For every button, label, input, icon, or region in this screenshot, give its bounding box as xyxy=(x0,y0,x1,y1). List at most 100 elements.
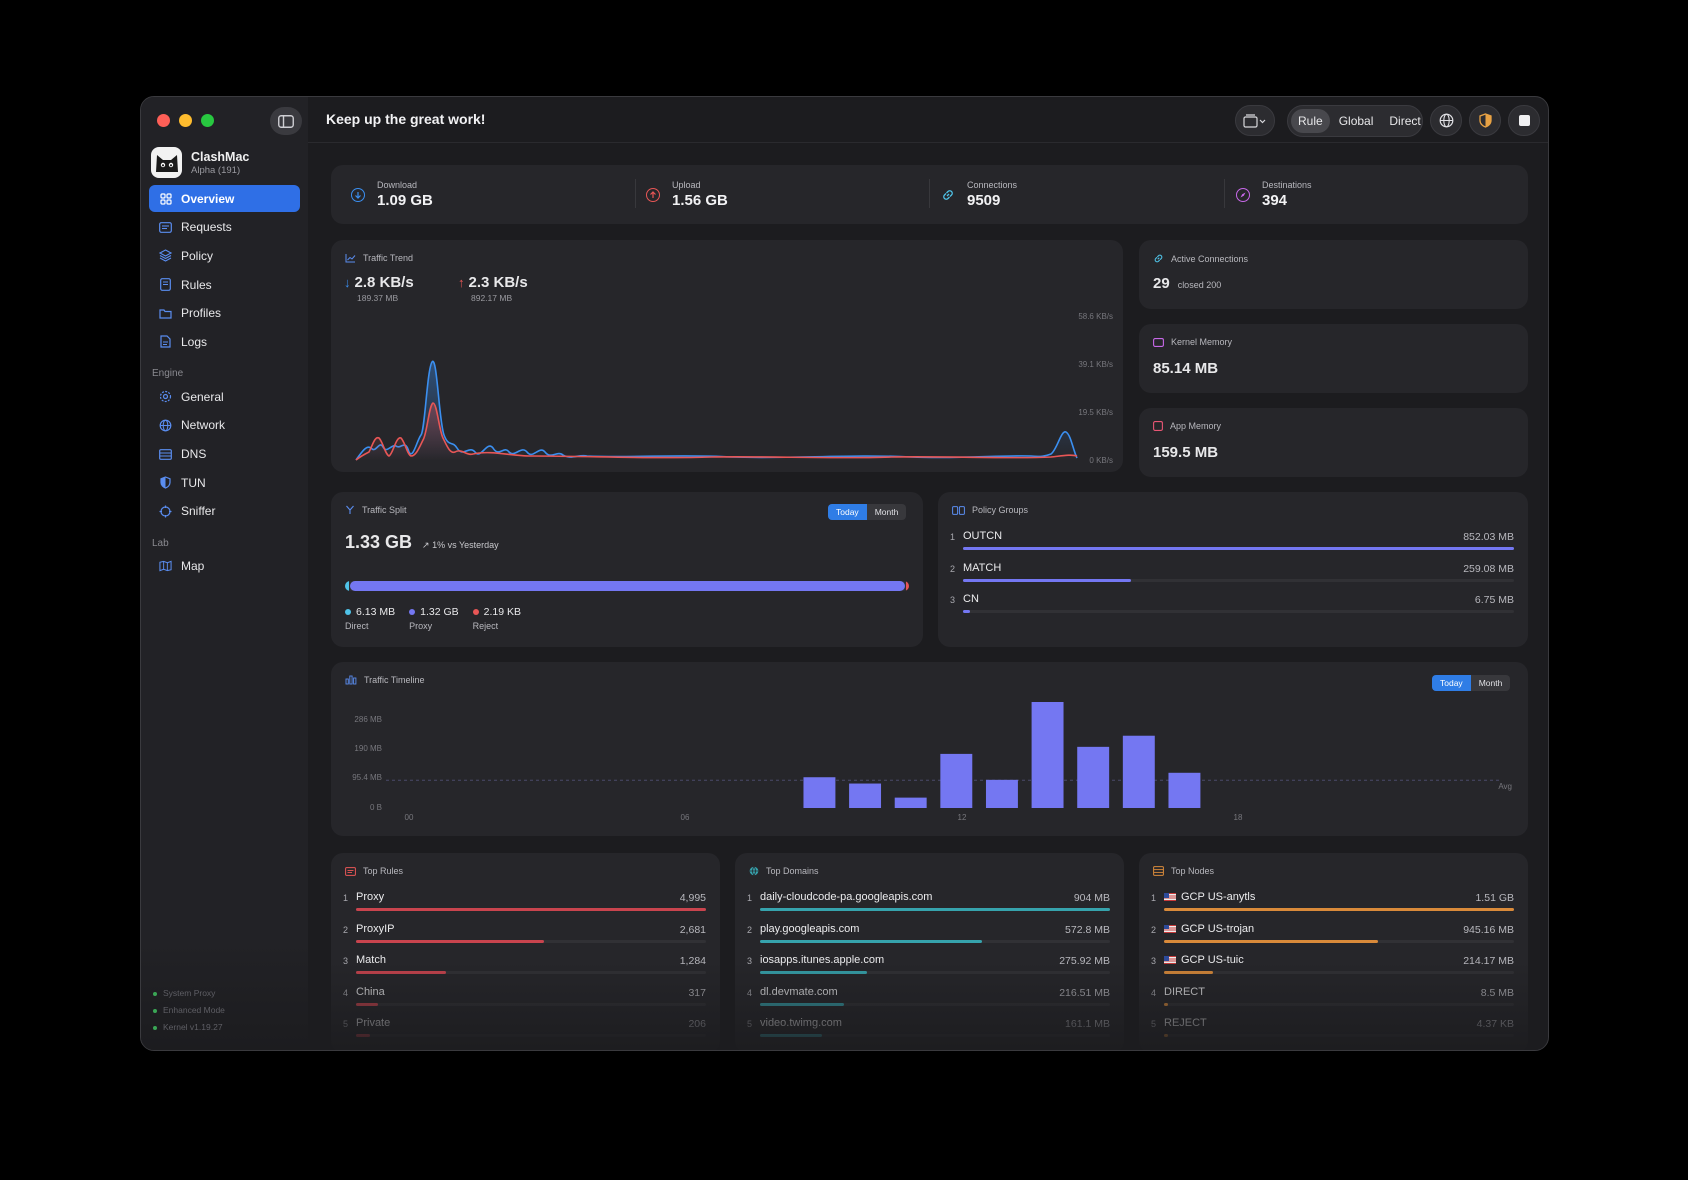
traffic-trend-title: Traffic Trend xyxy=(363,253,414,263)
profile-menu-button[interactable] xyxy=(1235,105,1275,136)
folder-icon xyxy=(159,307,172,320)
policy-groups-icon xyxy=(952,505,965,515)
proxy-mode-switch[interactable]: Rule Global Direct xyxy=(1287,105,1423,137)
list-item[interactable]: 4 dl.devmate.com 216.51 MB xyxy=(747,985,1110,1015)
progress-track xyxy=(760,939,1110,943)
list-item[interactable]: 4 DIRECT 8.5 MB xyxy=(1151,985,1514,1015)
top-rules-card: Top Rules 1 Proxy 4,995 2 ProxyIP 2,681 3 Match… xyxy=(331,853,720,1050)
sidebar-item-tun[interactable]: TUN xyxy=(149,469,300,496)
item-value: 1,284 xyxy=(679,955,706,967)
timeline-bar[interactable] xyxy=(803,777,836,808)
list-item[interactable]: 5 video.twimg.com 161.1 MB xyxy=(747,1016,1110,1046)
destinations-stat: Destinations 394 xyxy=(1236,165,1312,224)
progress-fill xyxy=(1164,908,1514,911)
rank-number: 4 xyxy=(1151,987,1157,998)
progress-track xyxy=(963,547,1514,550)
tab-today[interactable]: Today xyxy=(828,504,867,520)
rank-number: 2 xyxy=(950,563,956,574)
sidebar-item-logs[interactable]: Logs xyxy=(149,328,300,355)
y-tick-label: 95.4 MB xyxy=(352,773,382,782)
progress-fill xyxy=(1164,1002,1169,1006)
globe-icon xyxy=(159,419,172,432)
mode-rule-button[interactable]: Rule xyxy=(1291,109,1330,133)
list-item[interactable]: 4 China 317 xyxy=(343,985,706,1015)
item-value: 8.5 MB xyxy=(1480,986,1514,999)
download-stat: Download 1.09 GB xyxy=(351,165,433,224)
stop-button[interactable] xyxy=(1508,105,1540,136)
tab-month[interactable]: Month xyxy=(1478,678,1503,688)
rank-number: 5 xyxy=(343,1019,349,1029)
list-item[interactable]: 2 play.googleapis.com 572.8 MB xyxy=(747,922,1110,952)
sidebar-item-profiles[interactable]: Profiles xyxy=(149,300,300,327)
list-item[interactable]: 1 Proxy 4,995 xyxy=(343,890,706,920)
sidebar-item-requests[interactable]: Requests xyxy=(149,214,300,241)
tun-toggle-button[interactable] xyxy=(1469,105,1501,136)
mode-global-button[interactable]: Global xyxy=(1338,114,1374,128)
sidebar-item-overview[interactable]: Overview xyxy=(149,185,300,212)
progress-track xyxy=(1164,939,1514,943)
network-button[interactable] xyxy=(1430,105,1462,136)
list-item[interactable]: 3 iosapps.itunes.apple.com 275.92 MB xyxy=(747,953,1110,983)
item-name: video.twimg.com xyxy=(760,1017,842,1029)
timeline-bar[interactable] xyxy=(849,783,882,808)
timeline-bar[interactable] xyxy=(894,797,927,808)
item-name: iosapps.itunes.apple.com xyxy=(760,954,885,966)
list-item[interactable]: 2 ProxyIP 2,681 xyxy=(343,922,706,952)
sidebar-item-label: Policy xyxy=(181,248,214,263)
mode-direct-button[interactable]: Direct xyxy=(1389,114,1421,128)
traffic-timeline-chart: 286 MB 190 MB 95.4 MB 0 B 00 06 12 18 Av… xyxy=(352,702,1512,822)
divider xyxy=(929,179,930,208)
card-header: Top Rules xyxy=(345,866,403,876)
timeline-bar[interactable] xyxy=(1168,772,1201,808)
app-header: ClashMac Alpha (191) xyxy=(151,147,249,178)
sidebar-item-rules[interactable]: Rules xyxy=(149,271,300,298)
tab-month[interactable]: Month xyxy=(874,507,899,517)
list-item[interactable]: 2 GCP US-trojan 945.16 MB xyxy=(1151,922,1514,952)
rank-number: 1 xyxy=(950,532,956,542)
list-item[interactable]: 1 GCP US-anytls 1.51 GB xyxy=(1151,890,1514,920)
x-tick-label: 06 xyxy=(681,813,690,822)
list-item[interactable]: 3 Match 1,284 xyxy=(343,953,706,983)
card-header: Top Nodes xyxy=(1153,866,1214,876)
layers-icon xyxy=(159,249,172,263)
kernel-memory-value: 85.14 MB xyxy=(1153,360,1219,377)
card-header: Active Connections xyxy=(1153,253,1248,264)
download-value: 1.09 GB xyxy=(377,192,433,209)
list-item[interactable]: 3 CN 6.75 MB xyxy=(950,592,1514,622)
traffic-split-range-switch[interactable]: Today Month xyxy=(828,504,907,520)
rank-number: 4 xyxy=(343,987,349,998)
close-window-button[interactable] xyxy=(157,114,170,127)
list-item[interactable]: 1 daily-cloudcode-pa.googleapis.com 904 MB xyxy=(747,890,1110,920)
top-nodes-card: Top Nodes 1 GCP US-anytls 1.51 GB 2 GCP US-t… xyxy=(1139,853,1528,1050)
timeline-bar[interactable] xyxy=(985,779,1018,808)
timeline-bar[interactable] xyxy=(1122,735,1155,808)
timeline-bar[interactable] xyxy=(1077,746,1110,808)
sidebar-item-network[interactable]: Network xyxy=(149,412,300,439)
traffic-timeline-range-switch[interactable]: Today Month xyxy=(1432,675,1511,691)
list-item[interactable]: 3 GCP US-tuic 214.17 MB xyxy=(1151,953,1514,983)
sidebar-item-sniffer[interactable]: Sniffer xyxy=(149,498,300,525)
list-item[interactable]: 5 Private 206 xyxy=(343,1016,706,1046)
item-value: 206 xyxy=(688,1018,706,1030)
sidebar-toggle-button[interactable] xyxy=(270,107,302,135)
sidebar-item-map[interactable]: Map xyxy=(149,553,300,580)
progress-fill xyxy=(760,971,867,974)
item-value: 852.03 MB xyxy=(1463,531,1514,543)
item-value: 945.16 MB xyxy=(1463,923,1514,936)
rank-number: 2 xyxy=(747,924,753,935)
list-item[interactable]: 2 MATCH 259.08 MB xyxy=(950,561,1514,591)
sidebar-item-general[interactable]: General xyxy=(149,383,300,410)
tab-today[interactable]: Today xyxy=(1432,675,1471,691)
timeline-bar[interactable] xyxy=(940,753,973,808)
sidebar-item-dns[interactable]: DNS xyxy=(149,441,300,468)
timeline-bar[interactable] xyxy=(1031,702,1064,808)
zoom-window-button[interactable] xyxy=(201,114,214,127)
item-value: 4.37 KB xyxy=(1476,1018,1514,1030)
minimize-window-button[interactable] xyxy=(179,114,192,127)
rank-number: 3 xyxy=(1151,956,1157,966)
list-item[interactable]: 5 REJECT 4.37 KB xyxy=(1151,1016,1514,1046)
sidebar-item-policy[interactable]: Policy xyxy=(149,242,300,269)
download-line xyxy=(355,360,1078,461)
list-item[interactable]: 1 OUTCN 852.03 MB xyxy=(950,529,1514,559)
us-flag-icon xyxy=(1164,924,1176,933)
